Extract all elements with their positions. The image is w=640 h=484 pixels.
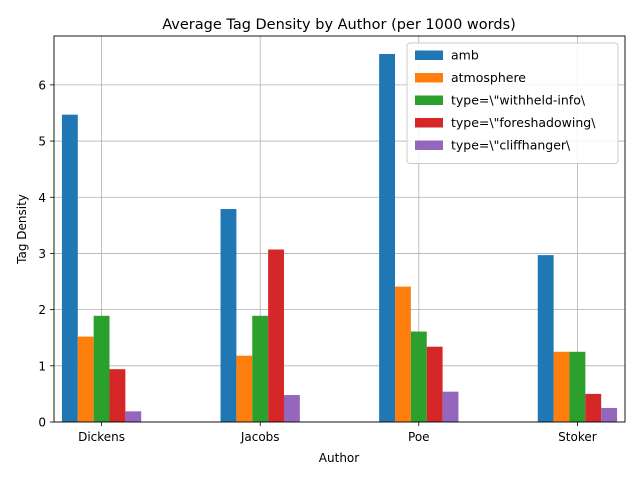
bar [569,351,586,422]
legend-swatch [415,73,443,83]
legend-swatch [415,95,443,105]
bar [553,351,570,422]
y-axis-label: Tag Density [15,194,29,265]
legend-label: type=\"withheld-info\ [451,93,586,108]
legend-label: type=\"cliffhanger\ [451,138,571,153]
bar [220,209,237,422]
y-tick-label: 1 [38,359,46,373]
legend-box [406,42,619,164]
legend-swatch [415,118,443,128]
x-tick-label: Jacobs [240,430,280,444]
bar [585,393,602,422]
bar [77,336,94,422]
bar [283,395,300,422]
legend-label: amb [451,48,479,63]
bar [125,411,142,422]
legend-swatch [415,50,443,60]
legend-label: atmosphere [451,70,526,85]
bar [61,114,78,423]
y-tick-label: 3 [38,247,46,261]
x-axis-ticks: Dickens Jacobs Poe Stoker [78,422,597,444]
y-axis-ticks: 0 1 2 3 4 5 6 [38,78,54,430]
plot-frame [53,35,626,423]
bars [61,53,618,423]
bar [410,331,427,422]
y-tick-label: 5 [38,135,46,149]
x-axis-label: Author [319,451,359,465]
bar [601,407,618,422]
bar [236,355,253,422]
x-tick-label: Dickens [78,430,125,444]
y-tick-label: 0 [38,416,46,430]
y-tick-label: 6 [38,78,46,92]
chart-title: Average Tag Density by Author (per 1000 … [162,17,516,33]
bar [426,346,443,422]
bar [442,391,459,422]
bar [395,286,411,422]
bar [93,315,110,422]
x-tick-label: Stoker [558,430,597,444]
legend-label: type=\"foreshadowing\ [451,115,596,130]
bar [252,315,269,422]
bar [109,369,126,422]
bar [537,255,554,422]
x-tick-label: Poe [408,430,430,444]
bar [268,249,284,422]
y-tick-label: 4 [38,191,46,205]
legend-swatch [415,140,443,150]
bar [379,53,396,423]
y-tick-label: 2 [38,303,46,317]
legend: amb atmosphere type=\"withheld-info\ type=\… [406,42,619,164]
